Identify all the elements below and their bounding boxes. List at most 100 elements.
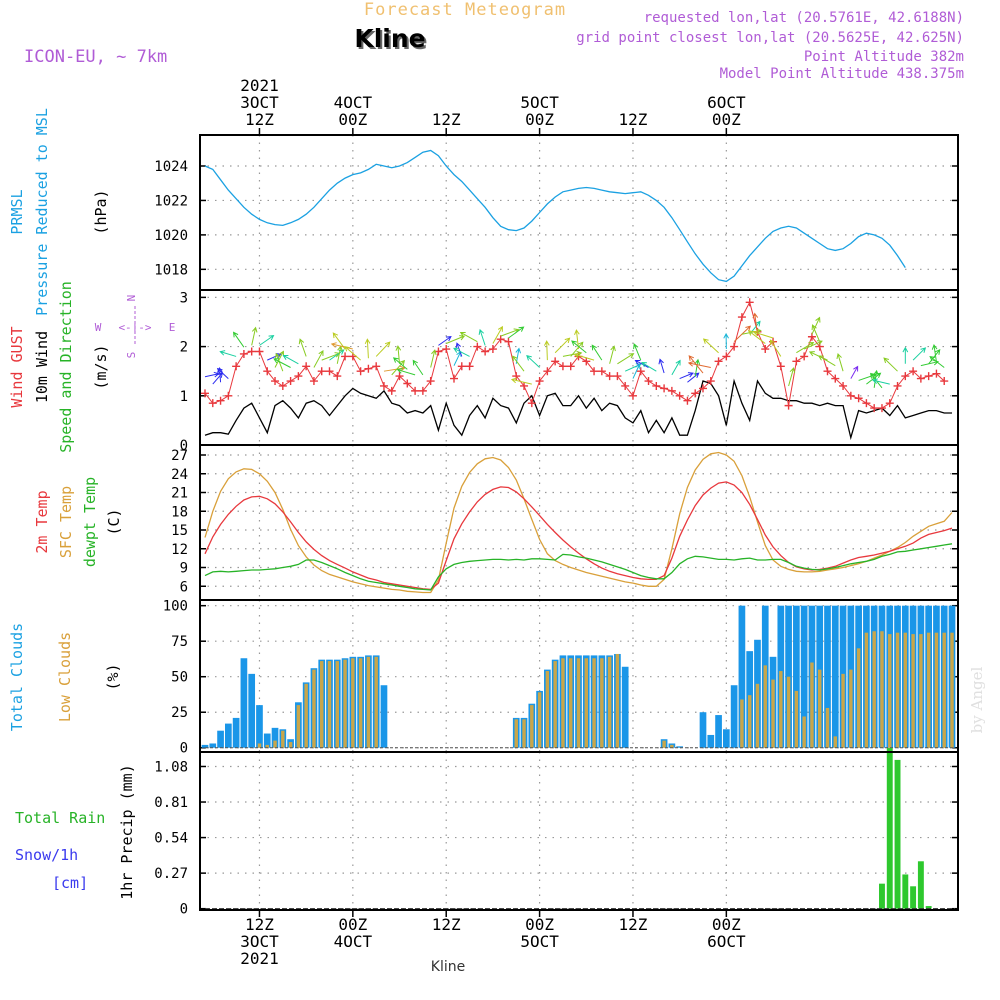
wind-direction-arrow (412, 359, 424, 376)
total-cloud-bar (263, 733, 271, 748)
gust-marker (239, 349, 248, 358)
low-cloud-bar (794, 690, 799, 748)
gust-marker (605, 372, 614, 381)
gust-marker (411, 386, 420, 395)
wind-direction-arrow (478, 328, 486, 346)
low-cloud-bar (569, 658, 573, 748)
compass-west: W (95, 321, 102, 334)
rain-bar (902, 874, 909, 909)
gust-marker (667, 386, 676, 395)
clouds-panel-label: (%) (104, 663, 122, 690)
gust-marker (294, 372, 303, 381)
gust-marker (434, 347, 443, 356)
low-cloud-bar (763, 665, 767, 748)
wind-direction-arrow (298, 338, 307, 357)
low-cloud-bar (600, 658, 604, 748)
y-tick-label: 1 (180, 389, 188, 405)
low-cloud-bar (615, 653, 620, 748)
wind-speed-line (204, 378, 952, 441)
time-label-bottom: 6OCT (707, 932, 746, 951)
time-label-top: 12Z (619, 110, 648, 129)
low-cloud-bar (926, 632, 931, 748)
gust-marker (372, 362, 381, 371)
low-cloud-bar (514, 719, 518, 748)
total-cloud-bar (256, 705, 263, 748)
gust-marker (877, 404, 886, 413)
time-label-top: 00Z (712, 110, 741, 129)
low-cloud-bar (553, 661, 557, 748)
gust-marker (870, 404, 879, 413)
y-tick-label: 12 (171, 542, 188, 558)
y-tick-label: 2 (180, 340, 188, 356)
total-cloud-bar (831, 605, 839, 748)
wind-direction-arrow (788, 367, 796, 387)
gust-marker (333, 372, 342, 381)
time-label-top: 12Z (245, 110, 274, 129)
rain-bar (917, 861, 924, 909)
gust-marker (706, 377, 715, 386)
time-label-bottom: 12Z (619, 915, 648, 934)
time-label-top: 4OCT (334, 93, 373, 112)
t2m-temp-line (204, 481, 953, 591)
low-cloud-bar (537, 692, 542, 748)
y-tick-label: 25 (171, 705, 188, 721)
gust-marker (418, 386, 427, 395)
low-cloud-bar (872, 631, 876, 748)
rain-bar (925, 906, 932, 909)
gust-marker (465, 362, 474, 371)
low-cloud-bar (304, 683, 308, 748)
time-label-bottom: 12Z (245, 915, 274, 934)
y-tick-label: 1018 (154, 262, 188, 278)
rain-bar (879, 883, 885, 909)
wind-panel-label: Wind GUST (8, 326, 26, 407)
wind-gust-line (204, 300, 945, 409)
wind-direction-arrow (392, 357, 408, 370)
wind-direction-arrow (375, 341, 391, 357)
low-cloud-bar (864, 632, 869, 748)
low-cloud-bar (880, 631, 884, 748)
low-cloud-bar (833, 736, 837, 748)
gust-marker (224, 391, 233, 400)
wind-direction-arrow (512, 355, 525, 372)
chart-subtitle: Forecast Meteogram (364, 0, 566, 20)
gust-marker (512, 372, 521, 381)
wind-direction-arrow (219, 350, 237, 357)
gust-marker (232, 362, 241, 371)
time-label-bottom: 2021 (240, 949, 279, 968)
gust-marker (278, 381, 287, 390)
low-cloud-bar (919, 634, 923, 748)
wind-direction-arrow (634, 359, 649, 368)
wind-direction-arrow (632, 363, 641, 379)
wind-direction-arrow (617, 353, 635, 365)
low-cloud-bar (607, 656, 612, 748)
wind-direction-arrow (282, 354, 299, 365)
temperature-panel-label: SFC Temp (57, 486, 75, 558)
time-label-bottom: 4OCT (334, 932, 373, 951)
wind-direction-arrow (633, 343, 642, 361)
total-cloud-bar (699, 712, 707, 748)
low-cloud-bar (934, 632, 939, 748)
y-tick-label: 1022 (154, 193, 188, 209)
gust-marker (488, 345, 497, 354)
low-cloud-bar (273, 740, 277, 748)
total-cloud-bar (209, 743, 217, 748)
gust-marker (784, 401, 793, 410)
low-cloud-bar (888, 634, 892, 748)
total-cloud-bar (800, 605, 808, 748)
low-cloud-bar (561, 658, 565, 748)
precip-legend-rain: Total Rain (15, 809, 105, 827)
gust-marker (621, 381, 630, 390)
gust-marker (628, 391, 637, 400)
total-cloud-bar (240, 658, 248, 748)
time-label-bottom: 3OCT (240, 932, 279, 951)
wind-direction-arrow (204, 371, 220, 378)
wind-direction-arrow (455, 342, 463, 357)
wind-direction-arrow (817, 355, 836, 367)
low-cloud-bar (747, 695, 752, 748)
gust-marker (613, 372, 622, 381)
temperature-panel-label: dewpt Temp (81, 477, 99, 567)
gust-marker (450, 374, 458, 383)
y-tick-label: 0.54 (154, 831, 188, 847)
compass-south: S (125, 352, 138, 359)
